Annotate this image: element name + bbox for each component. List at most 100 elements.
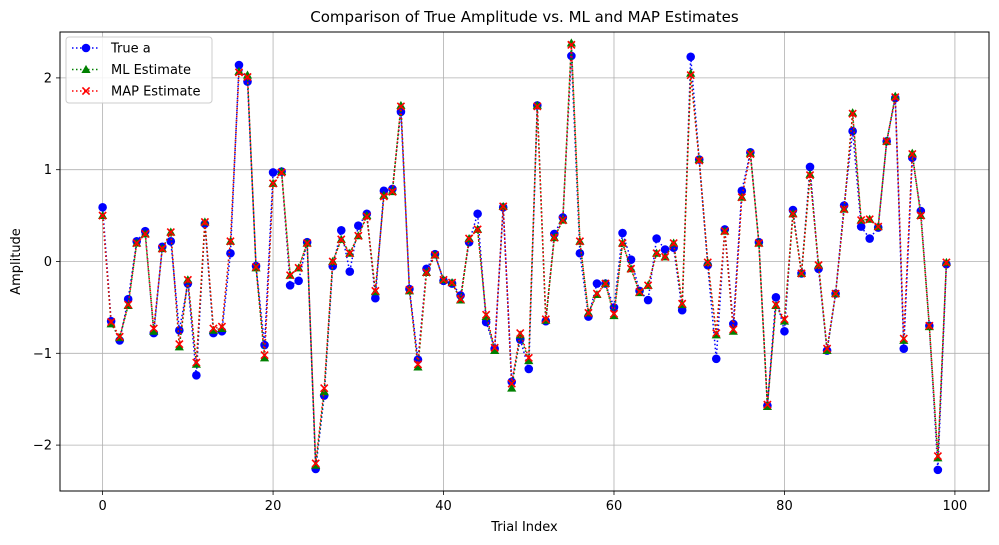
data-point-ml-estimate <box>149 326 159 335</box>
data-point-map-estimate <box>575 237 585 246</box>
data-point-map-estimate <box>720 227 729 236</box>
data-point-map-estimate <box>490 343 499 352</box>
legend: True a ML Estimate MAP Estimate <box>65 36 213 104</box>
data-point-map-estimate <box>584 308 593 318</box>
data-point-map-estimate <box>737 193 747 202</box>
grid <box>60 32 989 491</box>
data-point-ml-estimate <box>907 148 917 157</box>
data-point-map-estimate <box>141 229 150 239</box>
chart-title: Comparison of True Amplitude vs. ML and … <box>310 8 739 26</box>
data-point-map-estimate <box>703 258 712 267</box>
data-point-true-a <box>226 248 235 258</box>
y-tick-label: 1 <box>44 163 52 178</box>
data-point-true-a <box>899 344 909 354</box>
data-point-map-estimate <box>754 238 764 248</box>
data-point-map-estimate <box>601 279 610 288</box>
data-point-map-estimate <box>362 212 371 221</box>
data-point-map-estimate <box>447 278 457 287</box>
data-point-map-estimate <box>183 275 193 285</box>
data-point-map-estimate <box>499 202 508 211</box>
data-point-map-estimate <box>302 238 312 248</box>
data-point-map-estimate <box>567 40 576 50</box>
data-point-map-estimate <box>626 264 636 274</box>
data-point-map-estimate <box>243 72 252 82</box>
data-point-true-a <box>260 340 269 350</box>
data-point-map-estimate <box>618 238 627 248</box>
data-point-map-estimate <box>516 328 525 338</box>
data-point-map-estimate <box>891 93 900 102</box>
data-point-map-estimate <box>166 227 175 237</box>
data-point-ml-estimate <box>174 342 184 351</box>
data-point-true-a <box>234 60 244 70</box>
data-point-true-a <box>618 228 627 238</box>
data-point-true-a <box>848 126 857 136</box>
data-point-map-estimate <box>856 216 866 225</box>
data-point-ml-estimate <box>566 38 576 47</box>
data-point-true-a <box>737 186 747 196</box>
legend-marker <box>81 86 91 96</box>
data-point-true-a <box>865 234 874 243</box>
y-tick-label: 0 <box>44 255 52 270</box>
data-point-map-estimate <box>320 384 329 393</box>
data-point-true-a <box>175 326 184 335</box>
data-point-map-estimate <box>882 137 891 146</box>
data-point-map-estimate <box>388 187 397 196</box>
legend-item-true-a: True a <box>72 42 151 57</box>
data-point-map-estimate <box>695 156 704 165</box>
data-point-ml-estimate <box>745 148 755 157</box>
data-point-map-estimate <box>805 171 815 180</box>
data-point-true-a <box>98 203 107 212</box>
legend-marker <box>81 43 91 53</box>
data-point-map-estimate <box>533 102 542 111</box>
data-point-true-a <box>711 354 721 364</box>
data-point-map-estimate <box>942 258 951 267</box>
data-point-ml-estimate <box>379 190 389 199</box>
data-point-true-a <box>192 371 201 380</box>
data-point-map-estimate <box>550 233 559 242</box>
data-point-map-estimate <box>609 309 619 318</box>
data-point-true-a <box>507 377 517 387</box>
data-point-map-estimate <box>507 379 516 388</box>
data-point-map-estimate <box>908 149 917 159</box>
data-point-ml-estimate <box>490 345 500 354</box>
x-tick-label: 60 <box>606 499 623 514</box>
data-point-map-estimate <box>874 222 883 231</box>
data-point-map-estimate <box>379 192 389 201</box>
data-point-ml-estimate <box>259 353 270 362</box>
data-point-map-estimate <box>635 287 644 296</box>
data-point-map-estimate <box>260 350 269 360</box>
data-point-true-a <box>592 279 602 288</box>
data-point-map-estimate <box>354 231 363 240</box>
legend-label: ML Estimate <box>111 63 191 78</box>
y-tick-label: −1 <box>33 347 52 362</box>
data-point-true-a <box>780 326 789 336</box>
x-tick-label: 100 <box>942 499 967 514</box>
data-point-true-a <box>294 276 303 286</box>
legend-marker <box>81 64 91 73</box>
series-layer <box>98 38 951 475</box>
legend-box <box>65 36 213 104</box>
data-point-map-estimate <box>643 281 653 290</box>
data-point-map-estimate <box>175 339 184 349</box>
data-point-map-estimate <box>234 68 244 77</box>
legend-label: True a <box>110 42 151 57</box>
x-axis-label: Trial Index <box>490 520 558 535</box>
legend-label: MAP Estimate <box>111 85 201 100</box>
data-point-true-a <box>805 162 815 172</box>
data-point-map-estimate <box>251 262 261 272</box>
y-tick-label: 2 <box>44 71 52 86</box>
ticks: 0 20 40 60 80 100 −2 −1 0 1 2 <box>33 71 967 514</box>
data-point-map-estimate <box>217 322 227 331</box>
data-point-ml-estimate <box>890 91 900 100</box>
data-point-ml-estimate <box>234 66 244 75</box>
data-point-map-estimate <box>371 286 380 296</box>
data-point-map-estimate <box>839 205 849 214</box>
data-point-ml-estimate <box>507 383 517 392</box>
data-point-map-estimate <box>158 244 167 253</box>
data-point-map-estimate <box>652 249 661 258</box>
data-point-true-a <box>660 245 670 254</box>
data-point-true-a <box>268 168 278 177</box>
data-point-true-a <box>771 293 781 302</box>
y-axis-label: Amplitude <box>9 228 24 295</box>
data-point-true-a <box>371 293 380 303</box>
